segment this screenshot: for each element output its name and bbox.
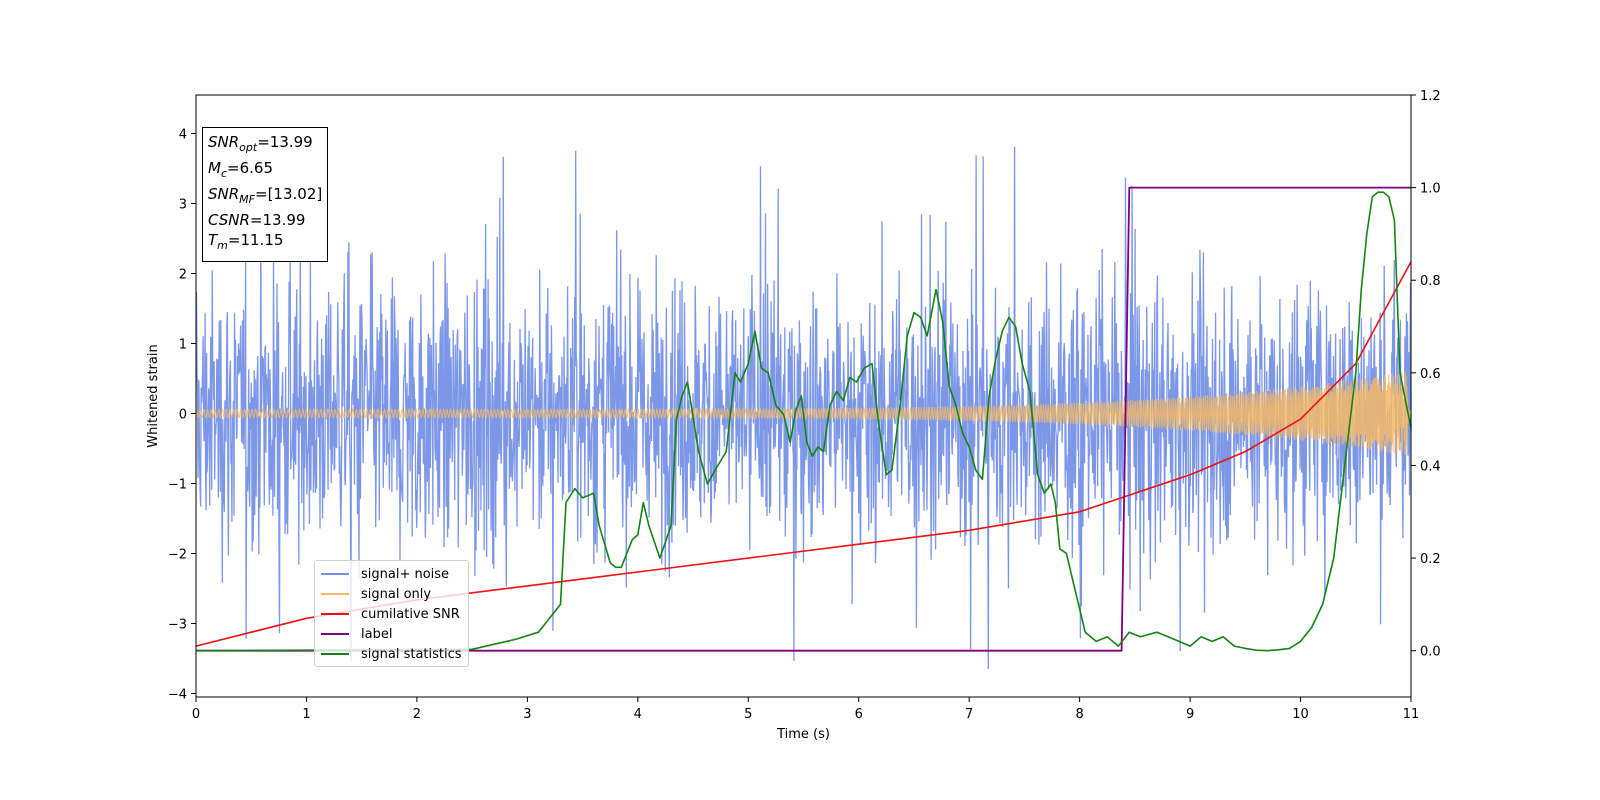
legend-swatch-label	[321, 633, 349, 635]
legend-swatch-cumulative-snr	[321, 613, 349, 615]
x-tick-label: 6	[855, 707, 863, 722]
y-left-tick-label: 0	[179, 408, 187, 423]
snr-opt-annotation: SNRopt=13.99	[208, 133, 313, 154]
legend: signal+ noise signal only cumilative SNR…	[314, 560, 469, 667]
legend-label-signal-only: signal only	[361, 586, 432, 602]
legend-swatch-signal-statistics	[321, 653, 349, 655]
y-left-tick-label: 2	[179, 268, 187, 283]
y-left-tick-label: −4	[168, 688, 187, 703]
x-tick-label: 8	[1075, 707, 1083, 722]
x-tick-label: 2	[413, 707, 421, 722]
legend-item-signal-only: signal only	[321, 584, 462, 604]
y-right-tick-label: 1.2	[1420, 89, 1441, 104]
x-tick-label: 4	[634, 707, 642, 722]
y-left-tick-label: −2	[168, 548, 187, 563]
plot-frame	[195, 94, 1412, 698]
legend-label-signal-statistics: signal statistics	[361, 646, 462, 662]
signal-statistics-line	[195, 191, 1412, 652]
x-axis-label: Time (s)	[776, 727, 830, 742]
snr-mf-annotation: SNRMF=[13.02]	[208, 185, 323, 206]
y-left-tick-label: 4	[179, 128, 187, 143]
label-line	[196, 186, 1411, 652]
mc-annotation: Mc=6.65	[208, 159, 273, 180]
y-right-tick-label: 0.0	[1420, 645, 1441, 660]
x-tick-label: 1	[302, 707, 310, 722]
y-left-tick-label: −1	[168, 478, 187, 493]
legend-swatch-signal-noise	[321, 573, 349, 575]
legend-item-signal-statistics: signal statistics	[321, 644, 462, 664]
noise-series-layer	[195, 146, 1412, 670]
axes-layer: 0 1 2 3 4 5 6 7 8 9 10 11 −4 −3 −2 −1 0 1 2 3 4 0.0 0.2 0.4 0.6 0…	[168, 89, 1441, 722]
y-right-tick-label: 0.4	[1420, 459, 1441, 474]
x-tick-label: 11	[1403, 707, 1420, 722]
y-axis-label: Whitened strain	[146, 344, 161, 447]
y-right-tick-label: 0.2	[1420, 552, 1441, 567]
y-left-tick-label: 3	[179, 198, 187, 213]
x-tick-label: 3	[523, 707, 531, 722]
legend-label-signal-noise: signal+ noise	[361, 566, 450, 582]
y-right-tick-label: 0.8	[1420, 274, 1441, 289]
y-right-tick-label: 0.6	[1420, 367, 1441, 382]
legend-item-cumulative-snr: cumilative SNR	[321, 604, 462, 624]
tm-annotation: Tm=11.15	[208, 231, 284, 252]
x-tick-label: 7	[965, 707, 973, 722]
y-left-tick-label: −3	[168, 618, 187, 633]
legend-swatch-signal-only	[321, 593, 349, 595]
legend-label-label: label	[361, 626, 393, 642]
y-left-tick-label: 1	[179, 338, 187, 353]
parameters-annotation-box: SNRopt=13.99 Mc=6.65 SNRMF=[13.02] CSNR=…	[202, 127, 329, 262]
signal-noise-line	[195, 146, 1412, 670]
legend-item-signal-noise: signal+ noise	[321, 564, 462, 584]
legend-label-cumulative-snr: cumilative SNR	[361, 606, 460, 622]
y-right-tick-label: 1.0	[1420, 182, 1441, 197]
csnr-annotation: CSNR=13.99	[208, 211, 306, 229]
x-tick-label: 0	[192, 707, 200, 722]
x-tick-label: 9	[1186, 707, 1194, 722]
x-tick-label: 10	[1292, 707, 1309, 722]
x-tick-label: 5	[744, 707, 752, 722]
legend-item-label: label	[321, 624, 462, 644]
